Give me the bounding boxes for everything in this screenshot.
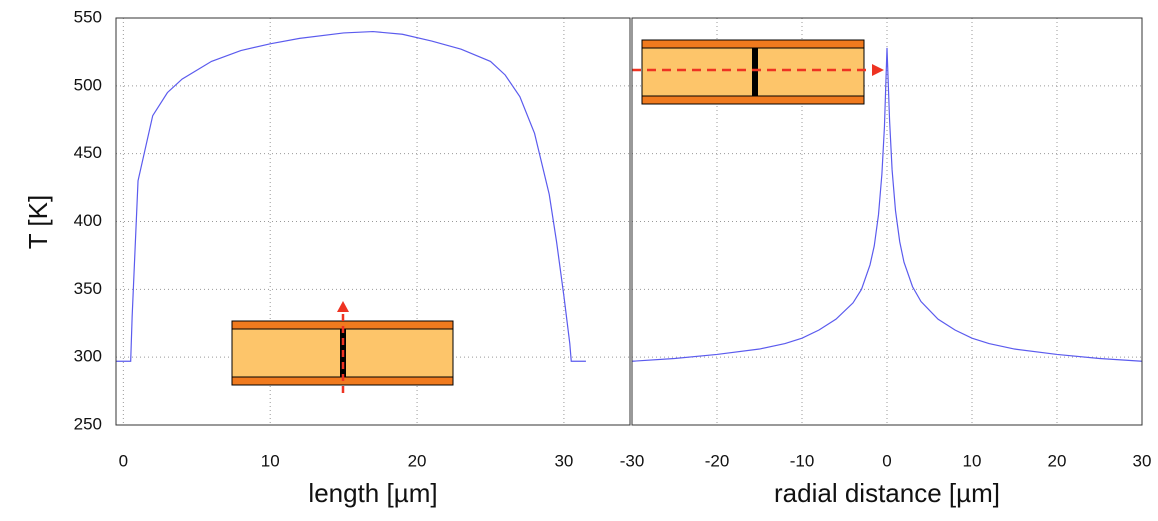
x-tick-label: 20 <box>408 451 427 470</box>
x-tick-label: -20 <box>705 451 730 470</box>
x-tick-label: 30 <box>554 451 573 470</box>
data-layer <box>116 30 1143 362</box>
inset-axial <box>231 301 454 393</box>
y-tick-label: 300 <box>74 347 102 366</box>
x-tick-label: 20 <box>1048 451 1067 470</box>
inset-arrowhead <box>337 301 349 312</box>
x-tick-label: 10 <box>261 451 280 470</box>
inset-arrowhead <box>872 64 884 76</box>
plot-frame <box>631 17 1143 426</box>
x-axis-label: radial distance [µm] <box>774 478 1000 508</box>
inset-wire <box>752 48 758 96</box>
inset-band <box>641 95 865 105</box>
x-axis-label: length [µm] <box>308 478 437 508</box>
x-tick-label: 30 <box>1133 451 1152 470</box>
x-tick-label: -30 <box>620 451 645 470</box>
x-tick-label: -10 <box>790 451 815 470</box>
inset-band <box>641 39 865 49</box>
x-tick-label: 10 <box>963 451 982 470</box>
data-line <box>116 30 586 362</box>
y-tick-label: 500 <box>74 75 102 94</box>
data-line <box>631 47 1143 362</box>
y-tick-label: 550 <box>74 7 102 26</box>
y-tick-label: 350 <box>74 279 102 298</box>
y-tick-label: 400 <box>74 211 102 230</box>
inset-radial <box>632 39 884 105</box>
plot-frame <box>115 17 631 426</box>
y-tick-label: 450 <box>74 143 102 162</box>
x-tick-label: 0 <box>119 451 128 470</box>
y-axis-label: T [K] <box>23 195 53 249</box>
x-tick-label: 0 <box>882 451 891 470</box>
y-tick-label: 250 <box>74 414 102 433</box>
